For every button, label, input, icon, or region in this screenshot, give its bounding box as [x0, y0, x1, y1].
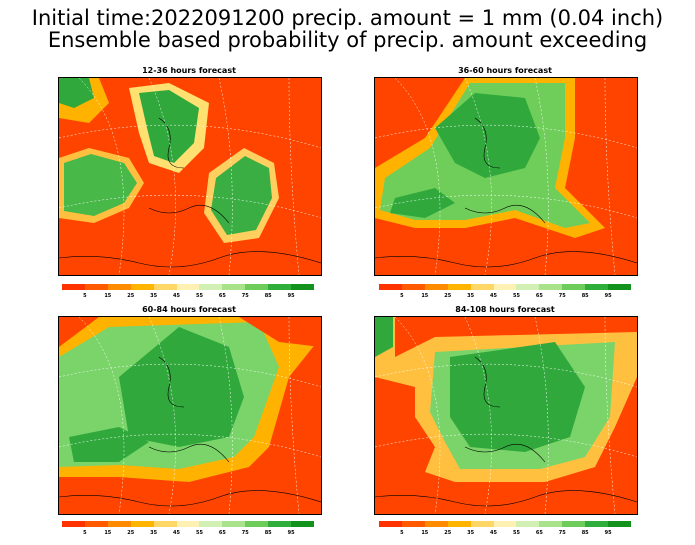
colorbar-top-right: 5 15 25 35 45 55 65 75 85 95 — [379, 284, 632, 304]
colorbar-segment — [84, 521, 109, 527]
chart-title-line-2: Ensemble based probability of precip. am… — [47, 28, 648, 52]
colorbar-segment — [107, 521, 132, 527]
colorbar-segment — [562, 521, 586, 527]
colorbar-segment — [107, 284, 132, 290]
colorbar-segment — [516, 284, 540, 290]
colorbar-tick-label: 55 — [512, 293, 520, 299]
colorbar-tick-label: 25 — [127, 530, 135, 536]
colorbar-segment — [424, 284, 449, 290]
colorbar-tick-label: 25 — [444, 530, 452, 536]
colorbar-tick-label: 75 — [241, 293, 249, 299]
colorbar-segment — [608, 284, 632, 290]
forecast-map-84-108 — [374, 316, 638, 515]
colorbar-top-left: 5 15 25 35 45 55 65 75 85 95 — [62, 284, 315, 304]
colorbar-segment — [268, 521, 292, 527]
colorbar-segment — [470, 521, 495, 527]
colorbar-tick-label: 35 — [467, 293, 475, 299]
colorbar-segment — [447, 521, 472, 527]
colorbar-tick-label: 85 — [264, 530, 272, 536]
panel-title-84-108: 84-108 hours forecast — [455, 305, 555, 314]
colorbar-segment — [516, 521, 540, 527]
colorbar-tick-label: 15 — [421, 530, 429, 536]
colorbar-tick-label: 5 — [83, 293, 87, 299]
colorbar-tick-label: 85 — [581, 293, 589, 299]
colorbar-tick-label: 55 — [195, 293, 203, 299]
colorbar-tick-label: 75 — [558, 293, 566, 299]
colorbar-tick-label: 65 — [218, 530, 226, 536]
colorbar-tick-label: 35 — [150, 530, 158, 536]
panel-title-60-84: 60-84 hours forecast — [142, 305, 236, 314]
colorbar-tick-label: 95 — [604, 530, 612, 536]
colorbar-tick-label: 5 — [400, 293, 404, 299]
colorbar-tick-label: 85 — [581, 530, 589, 536]
colorbar-segment — [268, 284, 292, 290]
colorbar-segment — [62, 284, 86, 290]
colorbar-segment — [585, 284, 609, 290]
colorbar-segment — [608, 521, 632, 527]
colorbar-tick-label: 65 — [535, 530, 543, 536]
colorbar-segment — [401, 521, 426, 527]
colorbar-tick-label: 95 — [287, 293, 295, 299]
colorbar-segment — [153, 284, 178, 290]
colorbar-bottom-left: 5 15 25 35 45 55 65 75 85 95 — [62, 521, 315, 541]
colorbar-segment — [199, 284, 223, 290]
colorbar-tick-label: 45 — [490, 293, 498, 299]
colorbar-tick-label: 65 — [535, 293, 543, 299]
colorbar-tick-label: 35 — [150, 293, 158, 299]
colorbar-segment — [291, 521, 315, 527]
colorbar-segment — [176, 284, 200, 290]
colorbar-segment — [222, 284, 246, 290]
colorbar-segment — [447, 284, 472, 290]
colorbar-tick-label: 15 — [421, 293, 429, 299]
colorbar-tick-label: 5 — [83, 530, 87, 536]
forecast-map-36-60 — [374, 77, 638, 276]
colorbar-segment — [62, 521, 86, 527]
colorbar-segment — [245, 521, 269, 527]
colorbar-segment — [493, 284, 517, 290]
colorbar-segment — [84, 284, 109, 290]
colorbar-tick-label: 75 — [558, 530, 566, 536]
colorbar-tick-label: 45 — [173, 293, 181, 299]
colorbar-segment — [539, 284, 563, 290]
colorbar-segment — [130, 521, 155, 527]
colorbar-tick-label: 25 — [444, 293, 452, 299]
colorbar-tick-label: 15 — [104, 293, 112, 299]
colorbar-segment — [153, 521, 178, 527]
colorbar-tick-label: 65 — [218, 293, 226, 299]
colorbar-tick-label: 75 — [241, 530, 249, 536]
colorbar-segment — [493, 521, 517, 527]
colorbar-segment — [401, 284, 426, 290]
colorbar-segment — [130, 284, 155, 290]
colorbar-bottom-right: 5 15 25 35 45 55 65 75 85 95 — [379, 521, 632, 541]
colorbar-tick-label: 95 — [287, 530, 295, 536]
colorbar-tick-label: 25 — [127, 293, 135, 299]
colorbar-tick-label: 5 — [400, 530, 404, 536]
colorbar-segment — [585, 521, 609, 527]
forecast-map-60-84 — [58, 316, 322, 515]
colorbar-tick-label: 85 — [264, 293, 272, 299]
forecast-map-12-36 — [58, 77, 322, 276]
colorbar-segment — [470, 284, 495, 290]
colorbar-tick-label: 55 — [512, 530, 520, 536]
panel-title-12-36: 12-36 hours forecast — [142, 66, 236, 75]
colorbar-segment — [222, 521, 246, 527]
colorbar-segment — [199, 521, 223, 527]
colorbar-tick-label: 95 — [604, 293, 612, 299]
colorbar-segment — [562, 284, 586, 290]
colorbar-segment — [379, 284, 403, 290]
colorbar-tick-label: 55 — [195, 530, 203, 536]
colorbar-segment — [245, 284, 269, 290]
colorbar-segment — [291, 284, 315, 290]
colorbar-segment — [539, 521, 563, 527]
colorbar-tick-label: 35 — [467, 530, 475, 536]
colorbar-tick-label: 15 — [104, 530, 112, 536]
colorbar-segment — [424, 521, 449, 527]
chart-title-line-1: Initial time:2022091200 precip. amount =… — [31, 6, 664, 30]
colorbar-segment — [379, 521, 403, 527]
colorbar-tick-label: 45 — [490, 530, 498, 536]
panel-title-36-60: 36-60 hours forecast — [458, 66, 552, 75]
colorbar-segment — [176, 521, 200, 527]
colorbar-tick-label: 45 — [173, 530, 181, 536]
